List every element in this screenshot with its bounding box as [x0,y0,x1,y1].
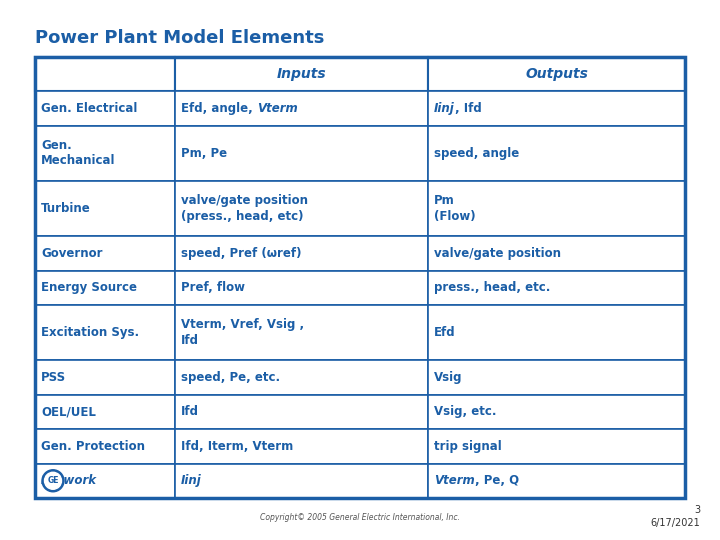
Text: trip signal: trip signal [434,440,502,453]
Text: Vsig: Vsig [434,371,463,384]
Text: Outputs: Outputs [525,67,588,81]
Bar [175,429,428,463]
Text: Gen. Protection: Gen. Protection [41,440,145,453]
Bar [35,236,175,271]
Text: Pm, Pe: Pm, Pe [181,147,227,160]
Bar [428,126,685,181]
Text: Pm
(Flow): Pm (Flow) [434,194,476,223]
Text: Governor: Governor [41,247,102,260]
Text: valve/gate position: valve/gate position [434,247,562,260]
Text: Ifd, Iterm, Vterm: Ifd, Iterm, Vterm [181,440,293,453]
Text: Pref, flow: Pref, flow [181,281,245,294]
Text: Gen.
Mechanical: Gen. Mechanical [41,139,115,167]
Bar [35,57,685,498]
Text: Power Plant Model Elements: Power Plant Model Elements [35,29,325,47]
Bar [175,395,428,429]
Bar [35,91,175,126]
Bar [428,271,685,305]
Text: Network: Network [41,474,97,487]
Text: Iinj: Iinj [434,102,455,115]
Bar [175,126,428,181]
Text: PSS: PSS [41,371,66,384]
Bar [428,57,685,91]
Bar [428,305,685,360]
Bar [175,91,428,126]
Circle shape [45,472,61,489]
Bar [35,305,175,360]
Text: Vsig, etc.: Vsig, etc. [434,406,497,419]
Bar [175,271,428,305]
Text: Gen. Electrical: Gen. Electrical [41,102,138,115]
Text: Vterm: Vterm [256,102,297,115]
Text: 3: 3 [694,505,700,515]
Bar [175,360,428,395]
Text: Excitation Sys.: Excitation Sys. [41,326,139,339]
Text: , Ifd: , Ifd [455,102,482,115]
Text: press., head, etc.: press., head, etc. [434,281,551,294]
Text: Efd: Efd [434,326,456,339]
Bar [428,236,685,271]
Text: GE: GE [48,476,59,485]
Text: Efd, angle,: Efd, angle, [181,102,256,115]
Bar [35,126,175,181]
Text: speed, Pref (ωref): speed, Pref (ωref) [181,247,301,260]
Text: valve/gate position
(press., head, etc): valve/gate position (press., head, etc) [181,194,307,223]
Text: Vterm, Vref, Vsig ,
Ifd: Vterm, Vref, Vsig , Ifd [181,318,304,347]
Bar [35,181,175,236]
Text: Iinj: Iinj [181,474,202,487]
Bar [428,91,685,126]
Text: Turbine: Turbine [41,202,91,215]
Bar [175,305,428,360]
Bar [428,360,685,395]
Bar [428,181,685,236]
Bar [175,463,428,498]
Bar [428,429,685,463]
Bar [175,236,428,271]
Text: speed, angle: speed, angle [434,147,520,160]
Bar [175,181,428,236]
Bar [35,360,175,395]
Bar [35,429,175,463]
Bar [175,57,428,91]
Text: Inputs: Inputs [276,67,326,81]
Bar [35,271,175,305]
Circle shape [42,470,64,492]
Text: Vterm: Vterm [434,474,475,487]
Text: Energy Source: Energy Source [41,281,137,294]
Bar [35,395,175,429]
Text: 6/17/2021: 6/17/2021 [650,518,700,528]
Bar [35,463,175,498]
Text: Copyright© 2005 General Electric International, Inc.: Copyright© 2005 General Electric Interna… [260,514,460,523]
Text: OEL/UEL: OEL/UEL [41,406,96,419]
Bar [35,57,175,91]
Text: speed, Pe, etc.: speed, Pe, etc. [181,371,280,384]
Bar [428,463,685,498]
Bar [428,395,685,429]
Text: , Pe, Q: , Pe, Q [475,474,519,487]
Text: Ifd: Ifd [181,406,199,419]
